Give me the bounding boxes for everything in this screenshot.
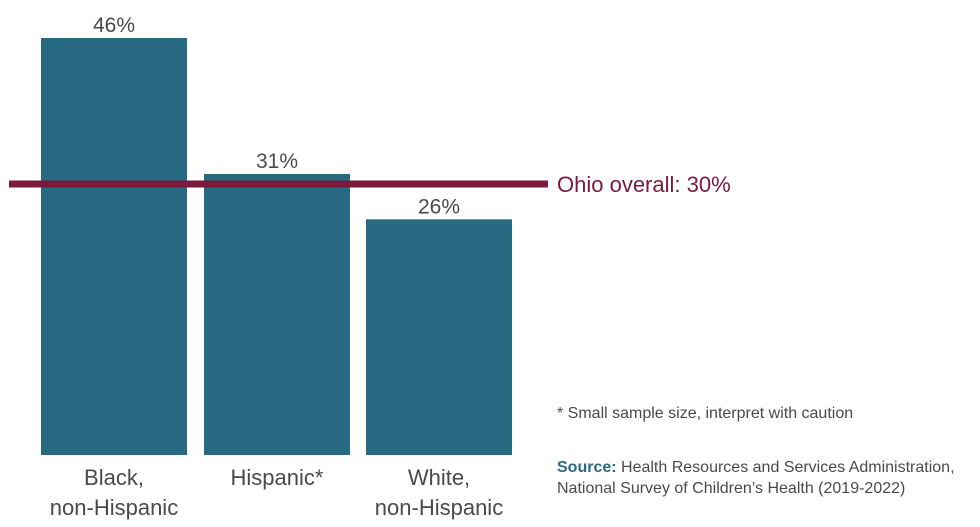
reference-line-label: Ohio overall: 30% (557, 172, 731, 197)
category-label-1: Hispanic* (231, 465, 324, 490)
bar-value-label-2: 26% (418, 195, 460, 218)
category-label-0: Black, non-Hispanic (50, 465, 178, 520)
source-note: Source: Health Resources and Services Ad… (557, 457, 977, 499)
source-label: Source: (557, 459, 617, 476)
reference-layer: Ohio overall: 30% (9, 172, 731, 197)
bar-value-label-0: 46% (93, 14, 135, 37)
bars-layer (41, 38, 512, 455)
category-label-line: non-Hispanic (375, 495, 503, 520)
footnote: * Small sample size, interpret with caut… (557, 405, 854, 422)
bar-0 (41, 38, 187, 455)
bar-1 (204, 173, 350, 455)
source-text: Health Resources and Services Administra… (557, 459, 955, 497)
category-label-2: White, non-Hispanic (375, 465, 503, 520)
category-label-line: Black, (84, 465, 144, 490)
category-label-line: non-Hispanic (50, 495, 178, 520)
labels-layer: 46% Black, non-Hispanic 31% Hispanic* 26% Whit… (50, 14, 503, 520)
category-label-line: Hispanic* (231, 465, 324, 490)
category-label-line: White, (408, 465, 470, 490)
bar-2 (366, 219, 512, 455)
bar-value-label-1: 31% (256, 150, 298, 173)
